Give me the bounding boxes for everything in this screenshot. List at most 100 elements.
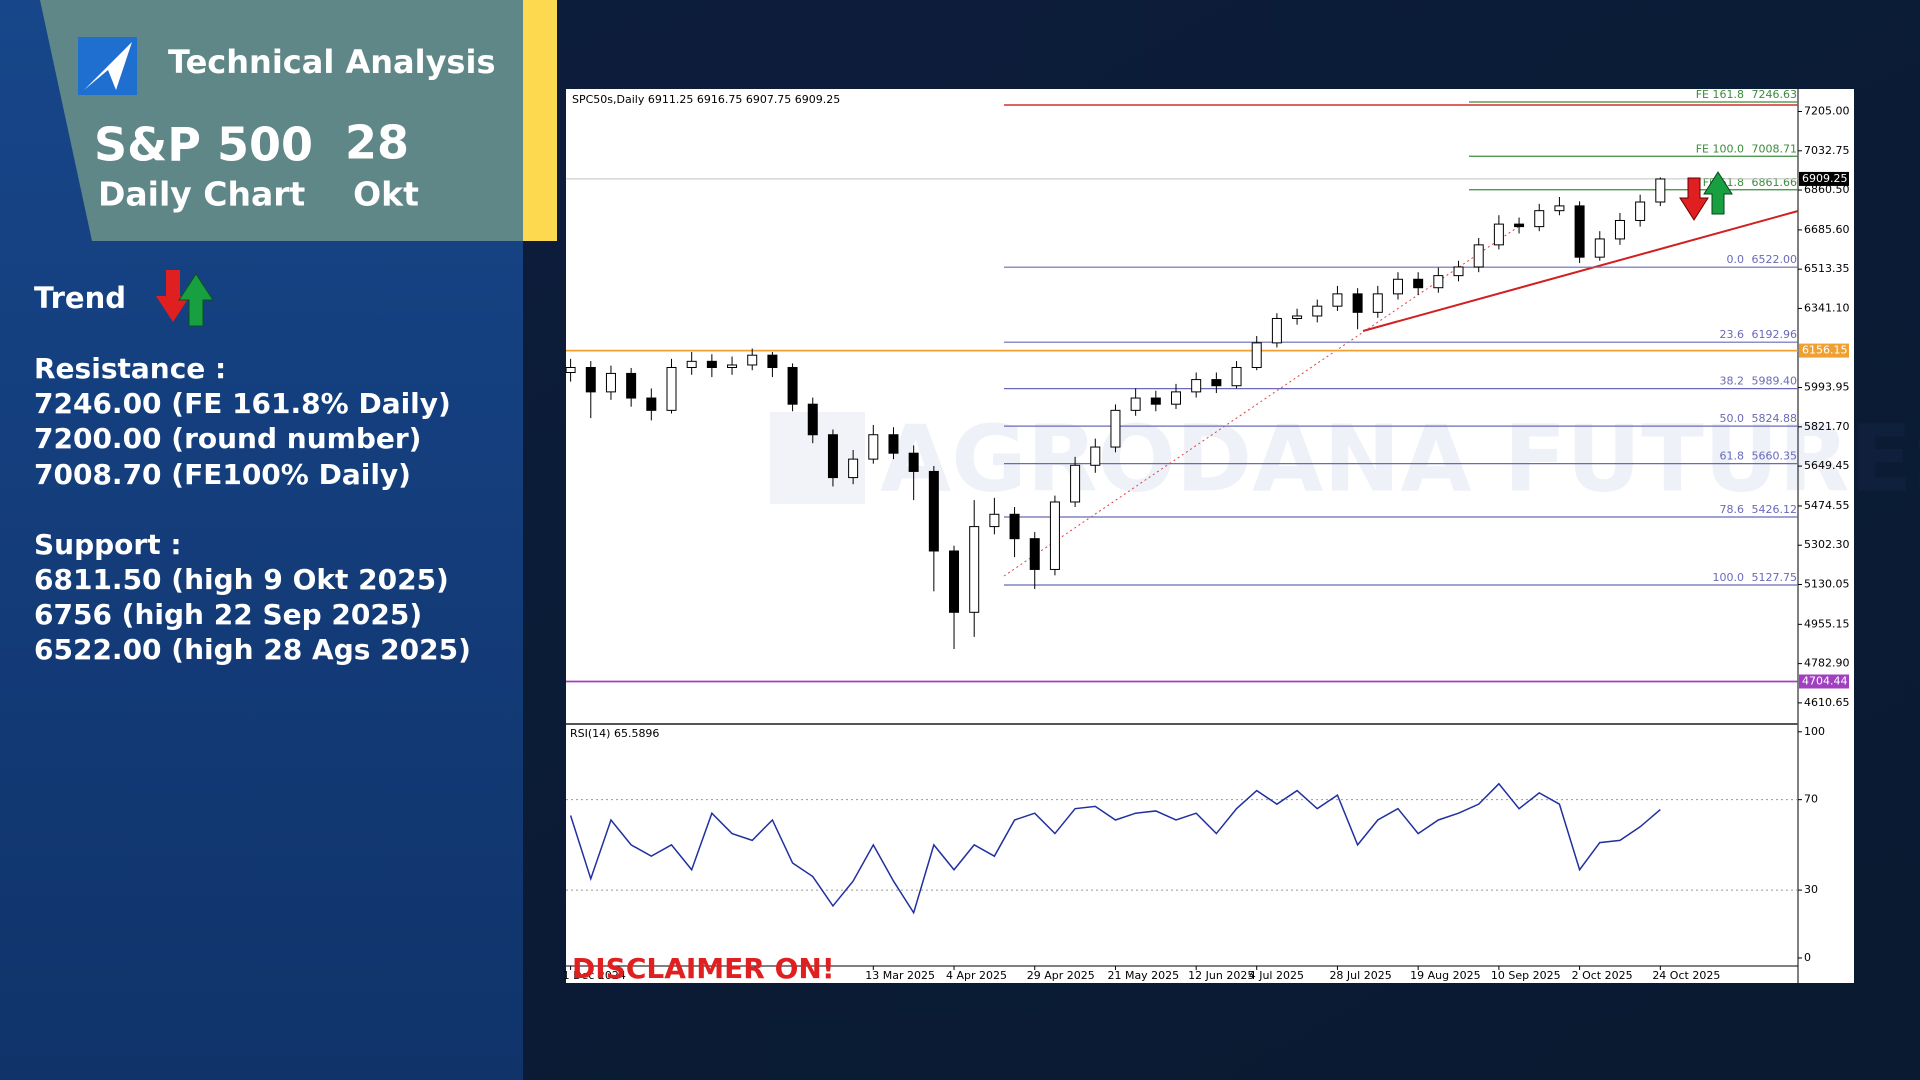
candle-body — [1251, 342, 1262, 368]
fib-trend — [1003, 226, 1519, 577]
candle-body — [686, 360, 697, 368]
chart-header: SPC50s,Daily 6911.25 6916.75 6907.75 690… — [572, 93, 840, 106]
candle-body — [626, 372, 637, 399]
candle-body — [666, 366, 677, 411]
candle-body — [1049, 501, 1060, 570]
y-tick-label: 5993.95 — [1804, 381, 1850, 394]
level-label: 6909.25 — [1802, 172, 1848, 185]
rsi-tick-label: 70 — [1804, 793, 1818, 806]
y-tick-label: 5649.45 — [1804, 459, 1850, 472]
candle-body — [605, 372, 616, 393]
y-tick-label: 6513.35 — [1804, 262, 1850, 275]
fib-price: 7008.71 — [1752, 142, 1798, 155]
candle-body — [1534, 210, 1545, 228]
candle-body — [888, 434, 899, 454]
candle-body — [1473, 244, 1484, 268]
candle-body — [1413, 278, 1424, 289]
chart-frame — [566, 89, 1854, 983]
candle-body — [1211, 379, 1222, 387]
candle-body — [1130, 397, 1141, 411]
candle-body — [787, 366, 798, 405]
rsi-tick-label: 0 — [1804, 951, 1811, 964]
candle-body — [565, 366, 576, 374]
y-tick-label: 4782.90 — [1804, 657, 1850, 670]
candle-body — [868, 434, 879, 460]
y-tick-label: 5302.30 — [1804, 538, 1850, 551]
candle-body — [1271, 317, 1282, 344]
candle-body — [1171, 391, 1181, 405]
candle-body — [1070, 464, 1081, 503]
candle-body — [1433, 275, 1444, 289]
candle-body — [989, 513, 1000, 528]
candle-body — [747, 354, 758, 366]
x-tick-label: 29 Apr 2025 — [1027, 969, 1095, 982]
x-tick-label: 19 Aug 2025 — [1410, 969, 1480, 982]
candle-body — [1554, 205, 1565, 212]
candle-body — [949, 550, 960, 613]
candle-body — [1372, 293, 1383, 313]
y-tick-label: 5474.55 — [1804, 499, 1850, 512]
y-tick-label: 5821.70 — [1804, 420, 1850, 433]
fib-ratio: FE 161.8 — [1696, 88, 1744, 101]
level-label: 4704.44 — [1802, 674, 1848, 687]
timeframe: Daily Chart — [98, 175, 306, 214]
candle-body — [969, 526, 980, 613]
support-item: 6756 (high 22 Sep 2025) — [34, 598, 422, 631]
x-tick-label: 4 Apr 2025 — [946, 969, 1007, 982]
level-tag — [1799, 171, 1849, 186]
resistance-item: 7008.70 (FE100% Daily) — [34, 458, 411, 491]
y-tick-label: 4610.65 — [1804, 696, 1850, 709]
instrument: S&P 500 — [94, 118, 313, 172]
resistance-item: 7246.00 (FE 161.8% Daily) — [34, 387, 451, 420]
candle-body — [1453, 266, 1464, 277]
candle-body — [1574, 205, 1585, 258]
fib-price: 5127.75 — [1752, 571, 1798, 584]
candle-body — [1009, 513, 1020, 540]
support-item: 6811.50 (high 9 Okt 2025) — [34, 563, 449, 596]
x-tick-label: 4 Jul 2025 — [1249, 969, 1304, 982]
fib-ratio: 50.0 — [1720, 412, 1745, 425]
candle-body — [1392, 278, 1403, 295]
candle-body — [1150, 397, 1161, 405]
fib-ratio: 100.0 — [1713, 571, 1745, 584]
x-tick-label: 1 Dec 2024 — [563, 969, 626, 982]
candle-body — [1029, 538, 1040, 570]
logo-mark — [84, 42, 132, 90]
up-arrow — [178, 273, 214, 327]
level-label: 6156.15 — [1802, 344, 1848, 357]
fib-ratio: 61.8 — [1720, 450, 1745, 463]
down-arrow — [156, 270, 190, 322]
candle-body — [848, 458, 859, 479]
y-tick-label: 6341.10 — [1804, 301, 1850, 314]
candle-body — [1191, 379, 1202, 393]
candle-body — [767, 354, 778, 368]
day: 28 — [345, 116, 409, 170]
candle-body — [1655, 178, 1666, 203]
x-tick-label: 12 Jun 2025 — [1188, 969, 1254, 982]
candle-body — [827, 434, 838, 479]
disclaimer: DISCLAIMER ON! — [572, 952, 835, 985]
y-tick-label: 7032.75 — [1804, 144, 1850, 157]
brand: Technical Analysis — [168, 43, 495, 81]
support-title: Support : — [34, 528, 182, 561]
candle-body — [928, 470, 939, 552]
level-tag — [1799, 343, 1849, 358]
candle-body — [908, 452, 919, 472]
candle-body — [706, 360, 717, 368]
candle-body — [1594, 238, 1605, 258]
resistance-title: Resistance : — [34, 352, 226, 385]
candle-body — [1090, 446, 1101, 466]
x-tick-label: 24 Oct 2025 — [1652, 969, 1720, 982]
fib-price: 6192.96 — [1752, 328, 1798, 341]
fib-price: 5824.88 — [1752, 412, 1798, 425]
rsi-tick-label: 30 — [1804, 883, 1818, 896]
candle-body — [1110, 409, 1121, 448]
y-tick-label: 6860.50 — [1804, 183, 1850, 196]
logo — [78, 37, 137, 95]
fib-ratio: 38.2 — [1720, 375, 1745, 388]
chart: 7205.00 7032.75 6860.50 6685.60 6513.35 6341.… — [563, 88, 1850, 982]
y-tick-label: 5130.05 — [1804, 577, 1850, 590]
level-tag — [1799, 674, 1849, 689]
candle-body — [727, 364, 738, 368]
fib-price: 6861.66 — [1752, 176, 1798, 189]
